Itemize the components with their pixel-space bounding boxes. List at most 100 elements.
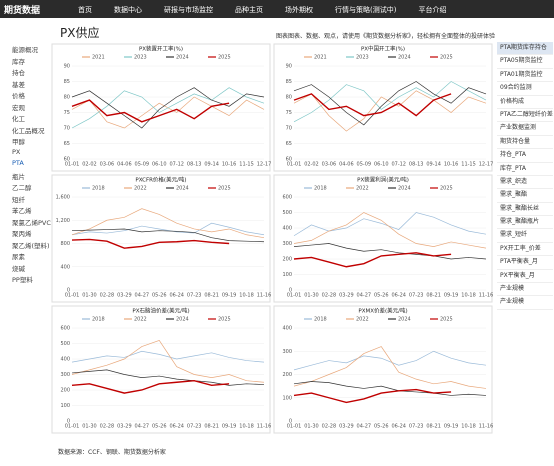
side-item[interactable]: 烧碱	[12, 264, 25, 273]
side-item[interactable]: 库存	[12, 57, 25, 66]
y-tick-label: 80	[286, 95, 292, 101]
x-tick-label: 04-06	[117, 162, 132, 168]
y-tick-label: 0	[67, 419, 70, 425]
x-tick-label: 08-13	[409, 162, 424, 168]
nav-item[interactable]: 数据中心	[114, 6, 142, 14]
x-tick-label: 02-28	[322, 424, 337, 430]
y-tick-label: 75	[64, 110, 70, 116]
chart-frame	[51, 174, 271, 303]
legend-label: 2024	[398, 317, 411, 323]
side-item[interactable]: 宏观	[12, 103, 25, 112]
side-item[interactable]: 尿素	[12, 253, 25, 261]
side-item[interactable]: 短纤	[12, 195, 25, 204]
side-item[interactable]: 聚丙烯	[12, 230, 32, 238]
nav-item[interactable]: 场外期权	[285, 6, 313, 14]
legend-label: 2025	[218, 317, 231, 323]
x-tick-label: 01-01	[65, 293, 80, 299]
chart-title: PXCFR价格(美元/吨)	[135, 176, 186, 184]
menu-item[interactable]: PTA01期货监控	[497, 69, 553, 83]
x-tick-label: 01-30	[304, 424, 319, 430]
menu-item[interactable]: 09合约监测	[497, 82, 553, 96]
brand[interactable]: 期货数据	[4, 6, 41, 16]
menu-item[interactable]: 库存_PTA	[497, 163, 553, 176]
menu-item[interactable]: PTA期货库存持仓	[497, 42, 553, 56]
x-tick-label: 04-27	[357, 293, 372, 299]
y-tick-label: 400	[60, 357, 70, 363]
x-tick-label: 10-18	[461, 424, 476, 430]
x-tick-label: 04-06	[339, 162, 354, 168]
nav-item[interactable]: 品种主页	[235, 6, 263, 14]
x-tick-label: 09-19	[222, 293, 237, 299]
menu-item[interactable]: 需求_聚酯瓶片	[497, 216, 553, 230]
chart-title: PX装置开工率(%)	[139, 45, 183, 53]
menu-item[interactable]: 需求_聚酯长丝	[497, 203, 553, 217]
menu-item[interactable]: PTA乙二醇短纤价差	[497, 109, 553, 123]
y-tick-label: 0	[289, 288, 292, 294]
right-menu: PTA期货库存持仓 PTA05期货监控 PTA01期货监控 09合约监测 价格构成 PTA…	[497, 42, 553, 310]
y-tick-label: 300	[60, 372, 70, 378]
x-tick-label: 02-28	[322, 293, 337, 299]
nav-item[interactable]: 首页	[78, 6, 92, 14]
menu-item[interactable]: 需求_短纤	[497, 229, 553, 243]
x-tick-label: 01-01	[65, 424, 80, 430]
x-tick-label: 06-24	[391, 293, 406, 299]
nav-item[interactable]: 平台介绍	[418, 6, 447, 14]
menu-item[interactable]: 期货持仓量	[497, 136, 553, 150]
chart-title: PXMX价差(美元/吨)	[358, 307, 407, 315]
side-item[interactable]: 基差	[12, 80, 25, 89]
y-tick-label: 100	[282, 395, 292, 401]
menu-item[interactable]: 产业规模	[497, 283, 553, 297]
menu-item[interactable]: PTA05期货监控	[497, 55, 553, 69]
side-item[interactable]: 持仓	[12, 69, 25, 77]
legend-label: 2025	[218, 186, 231, 192]
side-item[interactable]: 化工品概况	[12, 126, 45, 135]
side-item[interactable]: PP塑料	[12, 276, 33, 284]
y-tick-label: 100	[60, 403, 70, 409]
y-tick-label: 200	[282, 372, 292, 378]
series-line	[293, 350, 487, 371]
menu-item[interactable]: PX平衡表_月	[497, 270, 553, 284]
side-item[interactable]: 甲醇	[12, 138, 25, 146]
x-tick-label: 10-18	[461, 293, 476, 299]
menu-item[interactable]: PTA平衡表_月	[497, 256, 553, 270]
y-tick-label: 75	[286, 110, 292, 116]
side-item[interactable]: 能源概况	[12, 46, 38, 54]
chart-frame	[273, 305, 493, 434]
x-tick-label: 07-23	[187, 424, 202, 430]
side-item[interactable]: 瓶片	[12, 172, 25, 181]
x-tick-label: 05-26	[374, 424, 389, 430]
menu-item[interactable]: 产业数据监测	[497, 122, 553, 136]
y-tick-label: 65	[286, 141, 292, 147]
series-line	[71, 238, 230, 249]
x-tick-label: 06-10	[374, 162, 389, 168]
x-tick-label: 11-16	[479, 293, 494, 299]
side-item[interactable]: 苯乙烯	[12, 207, 32, 215]
series-line	[293, 388, 452, 404]
side-item[interactable]: 乙二醇	[12, 184, 32, 192]
side-item[interactable]: PTA	[12, 159, 24, 167]
side-item[interactable]: 聚氯乙烯PVC	[12, 218, 51, 227]
legend-label: 2018	[314, 317, 327, 323]
x-tick-label: 10-16	[222, 162, 237, 168]
x-tick-label: 01-01	[65, 162, 80, 168]
side-item[interactable]: 价格	[12, 92, 25, 100]
side-item[interactable]: 化工	[12, 115, 25, 123]
side-item[interactable]: PX	[12, 147, 21, 156]
side-item[interactable]: 聚乙烯(塑料)	[12, 241, 50, 250]
menu-item[interactable]: 价格构成	[497, 96, 553, 109]
y-tick-label: 90	[64, 64, 70, 70]
nav-item[interactable]: 行情与策略(测试中)	[335, 6, 397, 14]
y-tick-label: 60	[64, 157, 70, 163]
menu-item[interactable]: 需求_聚酯	[497, 189, 553, 203]
menu-item[interactable]: PX开工率_价差	[497, 243, 553, 257]
x-tick-label: 08-21	[426, 293, 441, 299]
menu-item[interactable]: 产业规模	[497, 296, 553, 310]
x-tick-label: 10-18	[239, 293, 254, 299]
series-line	[71, 339, 265, 383]
menu-item[interactable]: 需求_织造	[497, 176, 553, 190]
menu-item[interactable]: 持仓_PTA	[497, 149, 553, 163]
series-line	[293, 212, 487, 249]
y-tick-label: 70	[286, 126, 292, 132]
nav-item[interactable]: 研报与市场监控	[164, 6, 213, 14]
